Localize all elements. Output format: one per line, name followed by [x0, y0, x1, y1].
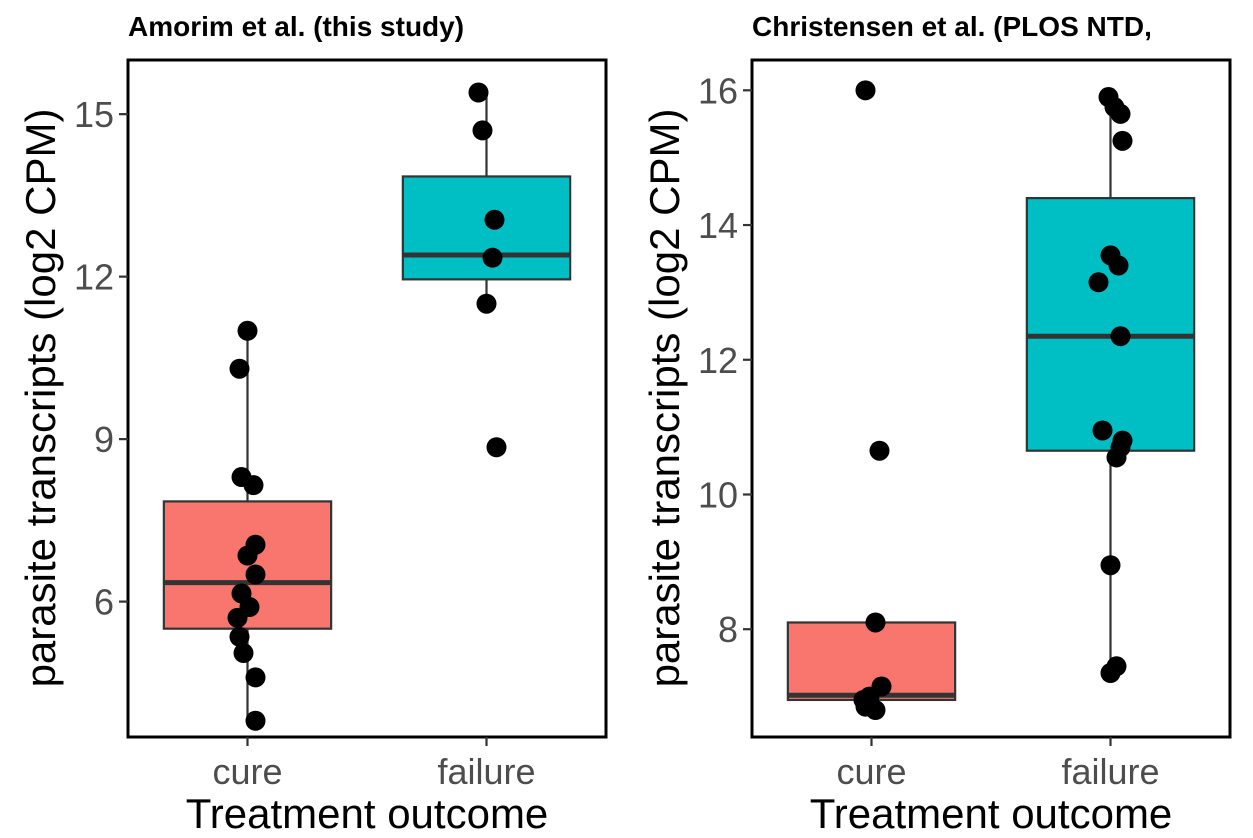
- data-point: [1110, 326, 1131, 347]
- data-point: [1100, 555, 1121, 576]
- data-point: [865, 612, 886, 633]
- data-point: [245, 667, 266, 688]
- x-axis-label: Treatment outcome: [810, 790, 1173, 837]
- panel-border: [750, 58, 1232, 739]
- x-tick-label: cure: [212, 751, 282, 792]
- y-tick-label: 15: [74, 94, 114, 135]
- box-failure: [1025, 97, 1196, 674]
- data-point: [237, 545, 258, 566]
- panel-title: Amorim et al. (this study): [128, 11, 464, 42]
- x-tick-label: failure: [1061, 751, 1159, 792]
- data-point: [243, 475, 264, 496]
- data-point: [245, 710, 266, 731]
- data-point: [233, 643, 254, 664]
- y-tick-label: 10: [698, 474, 738, 515]
- data-point: [237, 320, 258, 341]
- data-point: [1106, 447, 1127, 468]
- y-tick-label: 12: [74, 257, 114, 298]
- y-axis-label: parasite transcripts (log2 CPM): [641, 109, 688, 688]
- box-iqr: [786, 621, 957, 702]
- data-point: [486, 437, 507, 458]
- y-axis-label: parasite transcripts (log2 CPM): [17, 109, 64, 688]
- data-point: [472, 120, 493, 141]
- panel-border: [126, 58, 608, 739]
- y-tick-label: 9: [94, 419, 114, 460]
- y-tick-label: 6: [94, 582, 114, 623]
- data-point: [865, 700, 886, 721]
- data-point: [484, 209, 505, 230]
- data-point: [482, 247, 503, 268]
- panel-christensen: Christensen et al. (PLOS NTD, 810121416 …: [641, 11, 1232, 837]
- x-tick-label: cure: [836, 751, 906, 792]
- x-axis-label: Treatment outcome: [186, 790, 549, 837]
- data-point: [1092, 420, 1113, 441]
- data-point: [869, 440, 890, 461]
- data-point: [229, 626, 250, 647]
- data-point: [229, 358, 250, 379]
- panel-title: Christensen et al. (PLOS NTD,: [752, 11, 1152, 42]
- data-point: [227, 607, 248, 628]
- box-iqr: [1025, 196, 1196, 452]
- data-point: [1100, 663, 1121, 684]
- data-point: [855, 80, 876, 101]
- y-tick-label: 12: [698, 340, 738, 381]
- box-cure: [162, 330, 333, 721]
- y-tick-label: 14: [698, 205, 738, 246]
- y-tick-label: 16: [698, 70, 738, 111]
- data-point: [1112, 130, 1133, 151]
- data-point: [1088, 272, 1109, 293]
- x-tick-label: failure: [437, 751, 535, 792]
- box-cure: [786, 621, 957, 711]
- data-point: [468, 82, 489, 103]
- data-point: [1110, 103, 1131, 124]
- panel-amorim: Amorim et al. (this study) 6 9 12 15 cure fa…: [17, 11, 608, 837]
- data-point: [1108, 255, 1129, 276]
- y-tick-label: 8: [718, 609, 738, 650]
- data-point: [245, 564, 266, 585]
- data-point: [476, 293, 497, 314]
